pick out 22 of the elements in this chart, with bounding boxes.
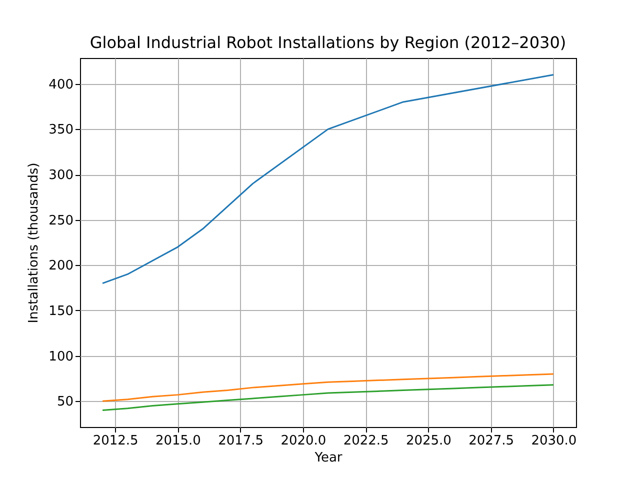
x-axis-title: Year (314, 450, 343, 466)
x-tick-label: 2030.0 (531, 434, 577, 448)
x-tick-label: 2020.0 (280, 434, 326, 448)
line-series (102, 373, 554, 402)
x-tick-label: 2022.5 (343, 434, 389, 448)
y-tick-label: 300 (48, 168, 74, 183)
y-axis-title: Installations (thousands) (26, 162, 42, 324)
y-tick-label: 150 (48, 304, 74, 319)
x-tick-label: 2027.5 (468, 434, 514, 448)
line-series (102, 74, 554, 284)
line-series (102, 384, 554, 411)
chart-title: Global Industrial Robot Installations by Region (2012–2030) (90, 33, 566, 52)
y-tick-label: 50 (56, 394, 74, 410)
y-tick-label: 400 (48, 77, 74, 92)
y-tick-label: 250 (48, 213, 74, 228)
y-tick-label: 200 (48, 258, 74, 274)
x-tick-label: 2015.0 (155, 434, 201, 448)
x-tick-label: 2012.5 (92, 434, 138, 448)
y-tick-label: 350 (48, 122, 74, 138)
x-tick-label: 2017.5 (218, 434, 264, 448)
y-tick-label: 100 (48, 349, 74, 364)
x-tick-label: 2025.0 (406, 434, 452, 448)
